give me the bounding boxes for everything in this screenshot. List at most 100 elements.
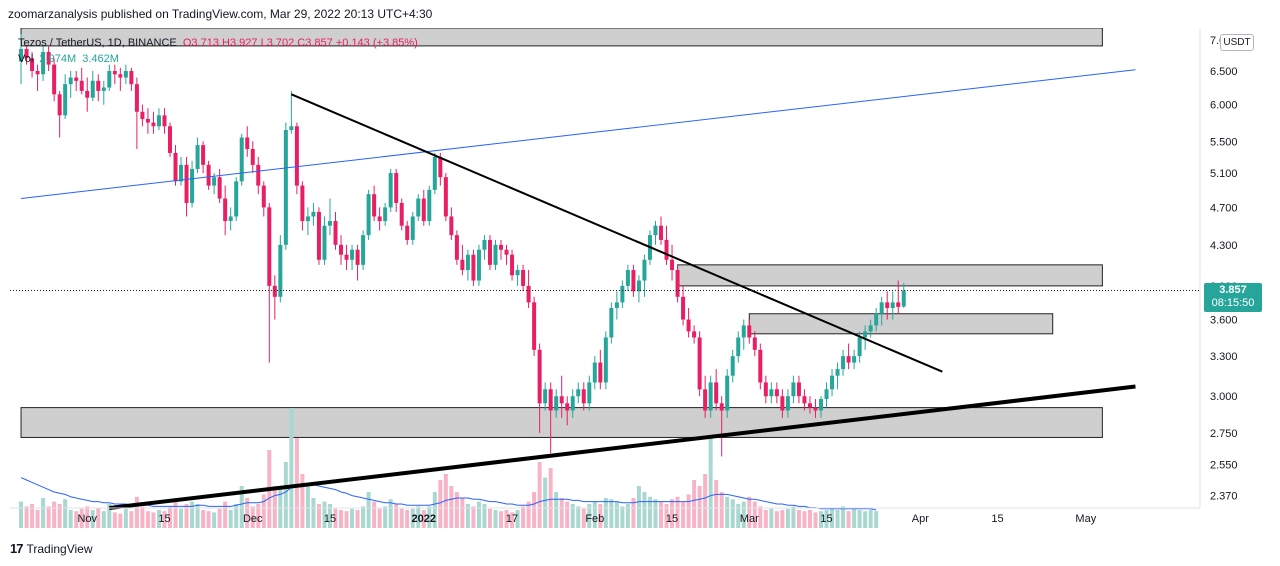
volume-bar <box>322 501 327 528</box>
candle <box>537 343 542 433</box>
candle <box>184 156 189 217</box>
volume-bar <box>129 511 134 528</box>
candle-body <box>625 270 630 286</box>
volume-bar <box>294 438 299 528</box>
volume-bar <box>156 510 161 528</box>
candle-body <box>377 216 382 222</box>
volume-bar <box>427 506 432 528</box>
candle <box>151 111 156 134</box>
candle-body <box>565 403 570 411</box>
volume-bar <box>46 506 51 528</box>
volume-bar <box>460 498 465 528</box>
x-tick-label: 17 <box>506 513 518 525</box>
volume-bar <box>863 511 868 528</box>
candle <box>526 270 531 309</box>
candle-body <box>52 64 57 95</box>
candle <box>167 122 172 157</box>
volume-bar <box>217 508 222 528</box>
volume-bar <box>140 506 145 528</box>
candle-countdown: 08:15:50 <box>1211 297 1255 309</box>
candle-body <box>603 337 608 383</box>
volume-bar <box>592 501 597 528</box>
candle-body <box>780 396 785 411</box>
volume-bar <box>846 511 851 528</box>
x-tick-label: Nov <box>77 513 97 525</box>
candle-body <box>74 77 79 81</box>
candle-body <box>443 177 448 217</box>
candle <box>195 137 200 174</box>
volume-bar <box>482 504 487 528</box>
trend-line-ascending-support <box>109 384 1136 510</box>
candles-layer <box>19 33 906 457</box>
volume-bar <box>664 504 669 528</box>
candle <box>830 369 835 397</box>
y-tick-label: 4.700 <box>1210 202 1238 214</box>
candle <box>283 122 288 250</box>
volume-bar <box>234 504 239 528</box>
legend-vol-value: 2.974M <box>39 53 77 65</box>
candle-body <box>46 52 51 65</box>
candle-body <box>532 302 537 350</box>
candle <box>96 74 101 102</box>
candle-body <box>85 90 90 98</box>
volume-bar <box>283 462 288 528</box>
candle-body <box>487 239 492 265</box>
volume-bar <box>824 510 829 528</box>
candle <box>272 275 277 320</box>
volume-bar <box>670 499 675 528</box>
candle-body <box>432 156 437 190</box>
volume-bar <box>785 508 790 528</box>
candle <box>636 275 641 303</box>
volume-bar <box>791 506 796 528</box>
candle-body <box>63 84 68 116</box>
candle-body <box>736 337 741 357</box>
volume-bar <box>548 468 553 528</box>
candle <box>140 104 145 127</box>
candle-body <box>427 189 432 222</box>
candle <box>532 296 537 357</box>
y-tick-label: 5.100 <box>1210 168 1238 180</box>
candle <box>394 168 399 212</box>
candle-body <box>101 87 106 91</box>
candle <box>620 280 625 309</box>
candle <box>162 108 167 134</box>
candle-body <box>261 185 266 208</box>
currency-unit-badge[interactable]: USDT <box>1220 34 1254 51</box>
candle-body <box>162 115 167 127</box>
volume-bar <box>123 508 128 528</box>
candle-body <box>730 356 735 376</box>
volume-bar <box>184 504 189 528</box>
candle <box>515 264 520 286</box>
volume-bar <box>372 501 377 528</box>
candle-body <box>719 403 724 411</box>
candle-body <box>504 249 509 255</box>
candle <box>173 145 178 186</box>
volume-bar <box>383 506 388 528</box>
candle <box>339 235 344 265</box>
volume-bar <box>245 498 250 528</box>
candle-body <box>890 302 895 309</box>
candle <box>813 399 818 418</box>
volume-bar <box>835 510 840 528</box>
volume-bar <box>752 501 757 528</box>
candle-body <box>681 296 686 320</box>
volume-bar <box>703 474 708 528</box>
candle <box>63 74 68 119</box>
volume-bar <box>361 506 366 528</box>
candle-body <box>234 181 239 217</box>
candle-body <box>383 207 388 222</box>
volume-bar <box>565 501 570 528</box>
candle-body <box>19 48 24 62</box>
candle-body <box>868 325 873 332</box>
candle-body <box>316 211 321 260</box>
volume-bar <box>857 510 862 528</box>
candle <box>30 52 35 78</box>
candlestick-chart[interactable]: 7.0006.5006.0005.5005.1004.7004.3003.900… <box>0 28 1280 531</box>
candle-body <box>355 249 360 265</box>
candle-body <box>438 156 443 178</box>
price-zone-1 <box>677 264 1103 287</box>
candle <box>294 122 299 195</box>
volume-bar <box>659 501 664 528</box>
symbol-legend: Tezos / TetherUS, 1D, BINANCE O3.713 H3.… <box>18 35 418 67</box>
candle-body <box>554 396 559 411</box>
